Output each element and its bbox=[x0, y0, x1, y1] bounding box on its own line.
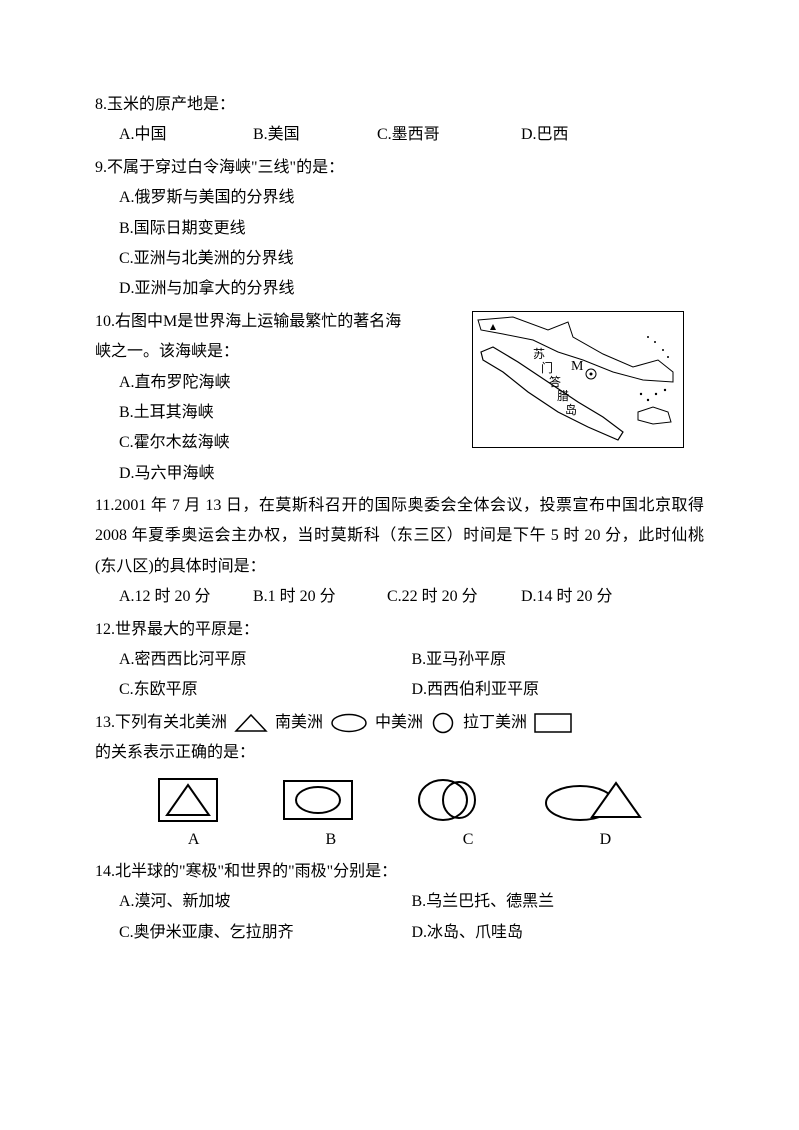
q12-opt-b: B.亚马孙平原 bbox=[412, 645, 705, 675]
question-9: 9.不属于穿过白令海峡"三线"的是： A.俄罗斯与美国的分界线 B.国际日期变更… bbox=[95, 153, 704, 305]
q14-opt-b: B.乌兰巴托、德黑兰 bbox=[412, 887, 705, 917]
q8-opt-d: D.巴西 bbox=[521, 120, 569, 150]
q8-opt-a: A.中国 bbox=[119, 120, 249, 150]
question-12-text: 12.世界最大的平原是： bbox=[95, 615, 704, 645]
q8-opt-c: C.墨西哥 bbox=[377, 120, 517, 150]
map-svg: M 苏 门 答 腊 岛 bbox=[473, 312, 683, 447]
map-label-m: M bbox=[571, 359, 584, 374]
ellipse-icon bbox=[329, 713, 369, 733]
q14-opt-a: A.漠河、新加坡 bbox=[119, 887, 412, 917]
question-10: M 苏 门 答 腊 岛 10.右图中M是世界海上运输最繁忙的著名海 峡之一。该海… bbox=[95, 307, 704, 489]
question-12-options: A.密西西比河平原 B.亚马孙平原 C.东欧平原 D.西西伯利亚平原 bbox=[95, 645, 704, 706]
q9-opt-c: C.亚洲与北美洲的分界线 bbox=[119, 244, 704, 274]
question-13: 13.下列有关北美洲 南美洲 中美洲 拉丁美洲 的关系表示正确的是： bbox=[95, 708, 704, 855]
q12-opt-a: A.密西西比河平原 bbox=[119, 645, 412, 675]
q13-text3: 中美洲 bbox=[375, 714, 423, 731]
q9-opt-a: A.俄罗斯与美国的分界线 bbox=[119, 183, 704, 213]
question-11-options: A.12 时 20 分 B.1 时 20 分 C.22 时 20 分 D.14 … bbox=[95, 582, 704, 612]
q13-text5: 的关系表示正确的是： bbox=[95, 738, 704, 768]
q11-opt-a: A.12 时 20 分 bbox=[119, 582, 249, 612]
strait-map: M 苏 门 答 腊 岛 bbox=[472, 311, 684, 448]
q13-diagram-c bbox=[415, 775, 485, 825]
q13-labels: A B C D bbox=[95, 825, 704, 855]
q13-label-c: C bbox=[438, 825, 498, 855]
svg-text:岛: 岛 bbox=[565, 402, 577, 417]
q9-opt-b: B.国际日期变更线 bbox=[119, 214, 704, 244]
q13-diagram-b bbox=[280, 775, 356, 825]
q14-opt-c: C.奥伊米亚康、乞拉朋齐 bbox=[119, 918, 412, 948]
q12-opt-c: C.东欧平原 bbox=[119, 675, 412, 705]
q13-label-a: A bbox=[164, 825, 224, 855]
q10-opt-d: D.马六甲海峡 bbox=[119, 459, 704, 489]
question-8-options: A.中国 B.美国 C.墨西哥 D.巴西 bbox=[95, 120, 704, 150]
question-8-text: 8.玉米的原产地是： bbox=[95, 90, 704, 120]
svg-text:苏: 苏 bbox=[533, 347, 545, 361]
q11-opt-b: B.1 时 20 分 bbox=[253, 582, 383, 612]
question-8: 8.玉米的原产地是： A.中国 B.美国 C.墨西哥 D.巴西 bbox=[95, 90, 704, 151]
question-14: 14.北半球的"寒极"和世界的"雨极"分别是： A.漠河、新加坡 B.乌兰巴托、… bbox=[95, 857, 704, 948]
svg-text:腊: 腊 bbox=[557, 389, 569, 403]
q14-opt-d: D.冰岛、爪哇岛 bbox=[412, 918, 705, 948]
question-9-options: A.俄罗斯与美国的分界线 B.国际日期变更线 C.亚洲与北美洲的分界线 D.亚洲… bbox=[95, 183, 704, 305]
q8-opt-b: B.美国 bbox=[253, 120, 373, 150]
q13-diagram-a bbox=[155, 775, 221, 825]
circle-icon bbox=[429, 712, 457, 734]
svg-text:门: 门 bbox=[541, 360, 553, 375]
q13-label-d: D bbox=[575, 825, 635, 855]
q9-opt-d: D.亚洲与加拿大的分界线 bbox=[119, 274, 704, 304]
q13-diagrams bbox=[95, 769, 704, 825]
triangle-icon bbox=[233, 713, 269, 733]
q13-diagram-d bbox=[544, 775, 644, 825]
question-14-options: A.漠河、新加坡 B.乌兰巴托、德黑兰 C.奥伊米亚康、乞拉朋齐 D.冰岛、爪哇… bbox=[95, 887, 704, 948]
q12-opt-d: D.西西伯利亚平原 bbox=[412, 675, 705, 705]
q13-text1: 13.下列有关北美洲 bbox=[95, 714, 227, 731]
question-13-line1: 13.下列有关北美洲 南美洲 中美洲 拉丁美洲 bbox=[95, 708, 704, 738]
q11-opt-c: C.22 时 20 分 bbox=[387, 582, 517, 612]
rect-icon bbox=[533, 712, 573, 734]
q13-label-b: B bbox=[301, 825, 361, 855]
q13-text2: 南美洲 bbox=[275, 714, 323, 731]
q11-opt-d: D.14 时 20 分 bbox=[521, 582, 613, 612]
question-9-text: 9.不属于穿过白令海峡"三线"的是： bbox=[95, 153, 704, 183]
svg-text:答: 答 bbox=[549, 374, 561, 389]
question-12: 12.世界最大的平原是： A.密西西比河平原 B.亚马孙平原 C.东欧平原 D.… bbox=[95, 615, 704, 706]
question-11-text: 11.2001 年 7 月 13 日，在莫斯科召开的国际奥委会全体会议，投票宣布… bbox=[95, 491, 704, 582]
question-11: 11.2001 年 7 月 13 日，在莫斯科召开的国际奥委会全体会议，投票宣布… bbox=[95, 491, 704, 613]
question-14-text: 14.北半球的"寒极"和世界的"雨极"分别是： bbox=[95, 857, 704, 887]
q13-text4: 拉丁美洲 bbox=[463, 714, 527, 731]
